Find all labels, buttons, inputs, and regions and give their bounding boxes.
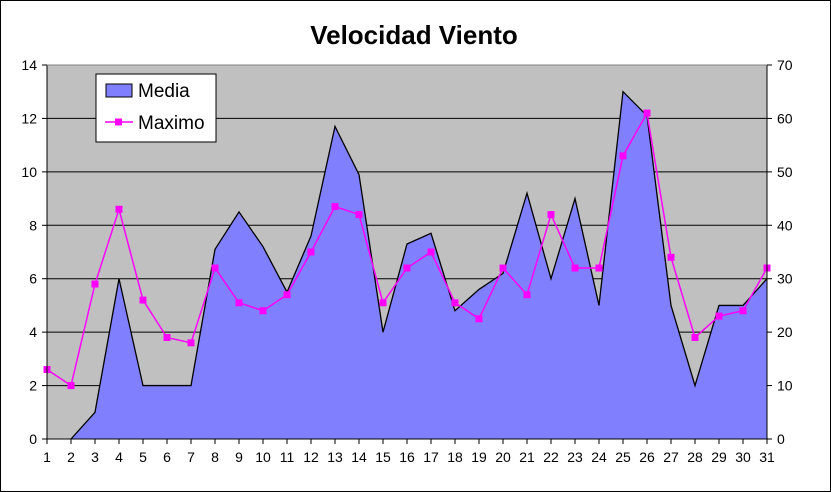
maximo-point — [235, 299, 243, 307]
x-axis-tick-label: 24 — [591, 449, 607, 465]
axes — [42, 64, 772, 444]
right-axis-tick-label: 70 — [777, 57, 793, 73]
maximo-point — [403, 264, 411, 272]
x-axis-tick-label: 10 — [255, 449, 271, 465]
x-axis-tick-label: 16 — [399, 449, 415, 465]
legend-swatch-media — [105, 83, 133, 98]
left-axis-tick-label: 8 — [29, 217, 37, 233]
maximo-point — [451, 299, 459, 307]
x-axis-tick-label: 29 — [711, 449, 727, 465]
maximo-point — [475, 315, 483, 323]
maximo-point — [331, 203, 339, 211]
x-axis-tick-label: 4 — [115, 449, 123, 465]
legend: Media Maximo — [95, 73, 217, 143]
maximo-point — [91, 280, 99, 288]
right-axis-tick-labels: 0 10 20 30 40 50 60 70 — [777, 57, 793, 447]
maximo-point — [667, 253, 675, 261]
x-axis-tick-label: 8 — [211, 449, 219, 465]
legend-label-media: Media — [138, 81, 190, 102]
maximo-point — [379, 299, 387, 307]
right-axis-tick-label: 60 — [777, 110, 793, 126]
x-axis-tick-label: 27 — [663, 449, 679, 465]
chart-title: Velocidad Viento — [310, 20, 518, 50]
maximo-point — [211, 264, 219, 272]
maximo-point — [739, 307, 747, 315]
x-axis-tick-label: 3 — [91, 449, 99, 465]
x-axis-tick-label: 23 — [567, 449, 583, 465]
legend-label-maximo: Maximo — [138, 113, 205, 134]
x-axis-tick-label: 18 — [447, 449, 463, 465]
media-area-outline — [70, 90, 768, 440]
maximo-point — [139, 296, 147, 304]
x-axis-tick-label: 30 — [735, 449, 751, 465]
x-axis-tick-label: 5 — [139, 449, 147, 465]
x-axis-tick-label: 11 — [280, 449, 295, 465]
maximo-point — [187, 339, 195, 347]
maximo-line-layer — [43, 109, 771, 390]
x-axis-tick-label: 13 — [327, 449, 343, 465]
maximo-point — [715, 312, 723, 320]
maximo-point — [355, 211, 363, 219]
maximo-point — [283, 291, 291, 299]
maximo-point — [115, 205, 123, 213]
x-axis-tick-label: 2 — [67, 449, 75, 465]
x-axis-tick-label: 9 — [235, 449, 243, 465]
x-axis-tick-label: 20 — [495, 449, 511, 465]
maximo-point — [307, 248, 315, 256]
left-axis-tick-label: 0 — [29, 431, 37, 447]
right-axis-tick-label: 30 — [777, 271, 793, 287]
right-axis-tick-label: 50 — [777, 164, 793, 180]
maximo-point — [571, 264, 579, 272]
left-axis-tick-label: 4 — [29, 324, 37, 340]
x-axis-tick-label: 22 — [543, 449, 559, 465]
maximo-point — [643, 109, 651, 117]
media-area-fill — [71, 91, 767, 439]
left-axis-tick-label: 10 — [21, 164, 37, 180]
x-axis-tick-labels: 1 2 3 4 5 6 7 8 9 10 11 12 13 14 15 16 17 18 19 20 21 22 23 24 2… — [43, 449, 775, 465]
x-axis-tick-label: 12 — [303, 449, 319, 465]
x-axis-tick-label: 25 — [615, 449, 631, 465]
x-axis-tick-label: 1 — [43, 449, 51, 465]
maximo-point — [67, 382, 75, 390]
legend-marker-maximo — [115, 118, 122, 126]
maximo-point — [595, 264, 603, 272]
x-axis-tick-label: 28 — [687, 449, 703, 465]
x-axis-tick-label: 17 — [423, 449, 439, 465]
left-axis-tick-label: 6 — [29, 271, 37, 287]
maximo-point — [259, 307, 267, 315]
left-axis-tick-label: 2 — [29, 378, 37, 394]
maximo-point — [499, 264, 507, 272]
x-axis-tick-label: 15 — [375, 449, 391, 465]
maximo-point — [163, 333, 171, 341]
x-axis-tick-label: 6 — [163, 449, 171, 465]
x-axis-tick-label: 26 — [639, 449, 655, 465]
maximo-point — [547, 211, 555, 219]
x-axis-tick-label: 14 — [351, 449, 367, 465]
right-axis-tick-label: 40 — [777, 217, 793, 233]
maximo-point — [619, 152, 627, 160]
right-axis-tick-label: 0 — [777, 431, 785, 447]
left-axis-tick-labels: 0 2 4 6 8 10 12 14 — [21, 57, 37, 447]
maximo-point — [427, 248, 435, 256]
maximo-point — [523, 291, 531, 299]
maximo-point — [691, 333, 699, 341]
right-axis-tick-label: 10 — [777, 378, 793, 394]
x-axis-tick-label: 19 — [471, 449, 487, 465]
media-area-layer — [70, 90, 768, 440]
left-axis-tick-label: 12 — [21, 110, 37, 126]
x-axis-tick-label: 7 — [187, 449, 195, 465]
left-axis-tick-label: 14 — [21, 57, 37, 73]
x-axis-tick-label: 21 — [519, 449, 535, 465]
x-axis-tick-label: 31 — [759, 449, 775, 465]
right-axis-tick-label: 20 — [777, 324, 793, 340]
